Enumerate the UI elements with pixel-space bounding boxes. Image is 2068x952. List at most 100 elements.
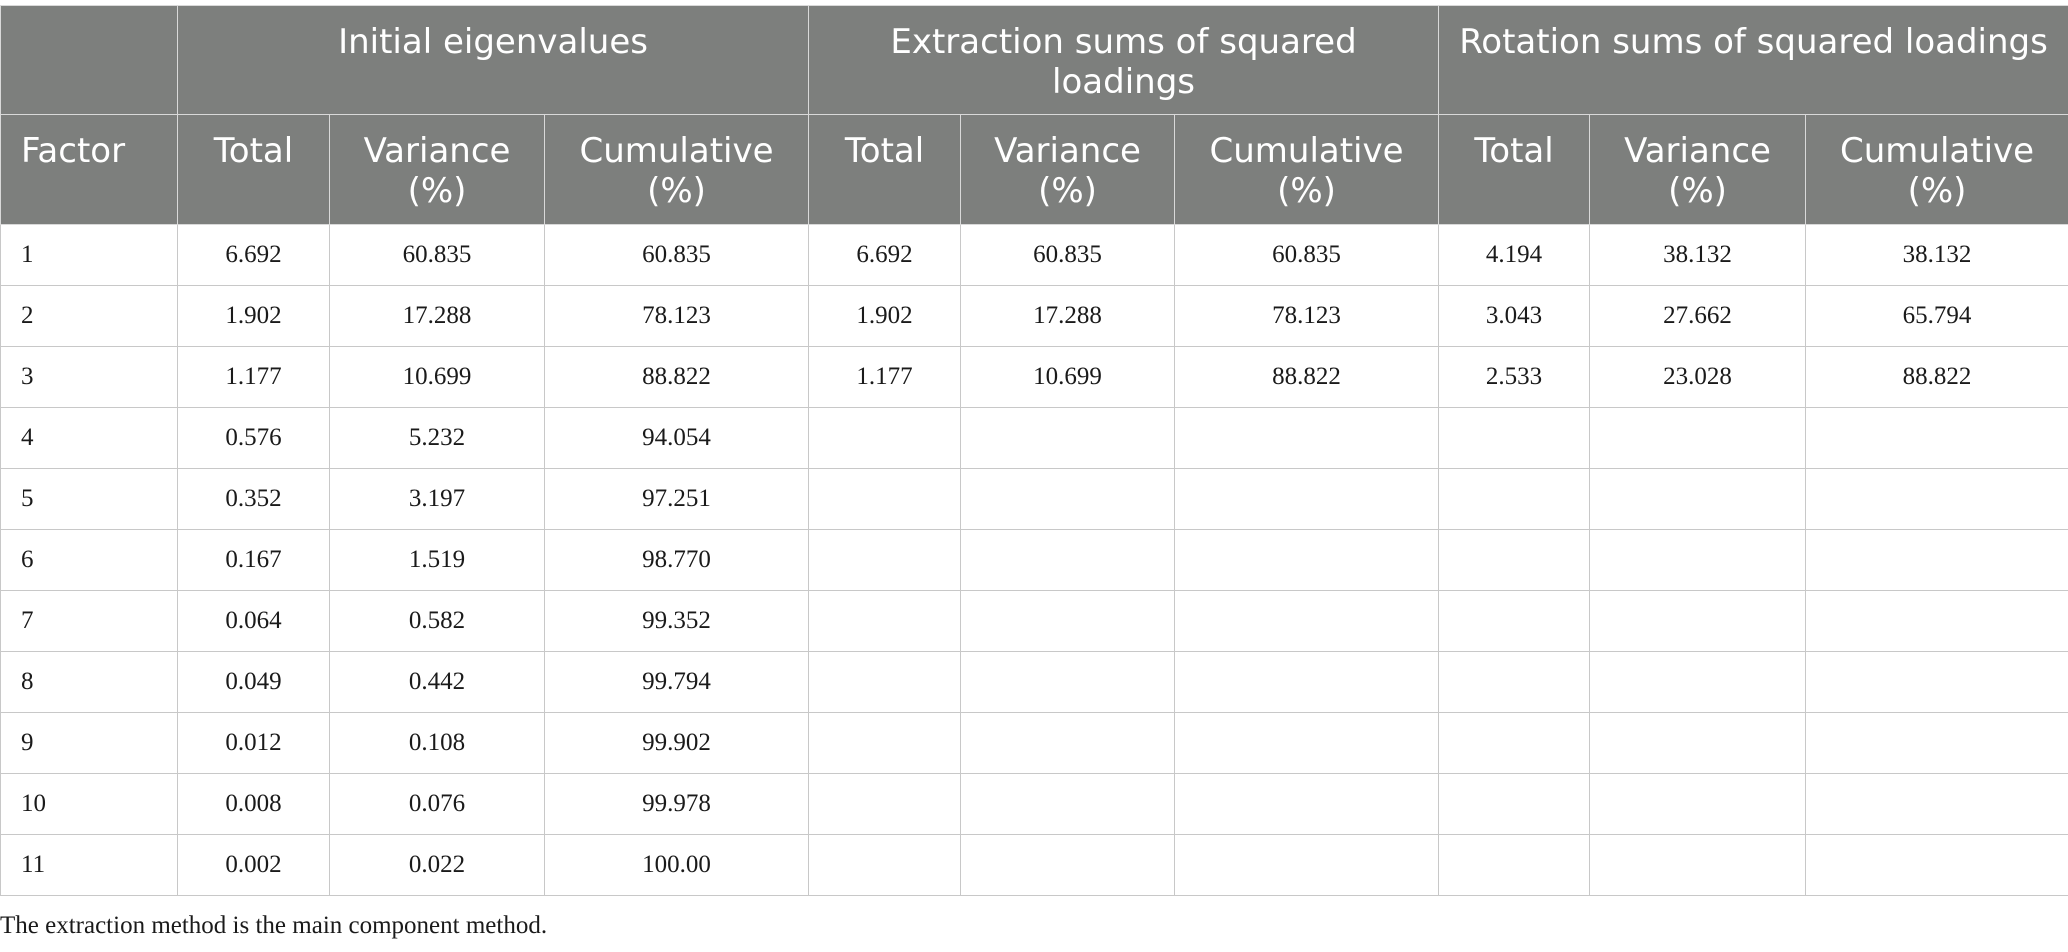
initial-total-cell: 0.167	[177, 529, 330, 591]
factor-cell: 11	[0, 834, 178, 896]
rotation-total-cell: 2.533	[1438, 346, 1591, 408]
factor-cell: 6	[0, 529, 178, 591]
column-header-extraction-total: Total	[808, 114, 962, 225]
extraction-variance-cell	[960, 529, 1176, 591]
table-body: 1 6.692 60.835 60.835 6.692 60.835 60.835 4.194…	[0, 224, 2068, 896]
group-header-blank	[0, 5, 178, 115]
rotation-cumulative-cell	[1805, 407, 2068, 469]
rotation-variance-cell	[1589, 468, 1807, 530]
extraction-variance-cell	[960, 773, 1176, 835]
extraction-cumulative-cell	[1174, 468, 1440, 530]
initial-cumulative-cell: 99.794	[543, 651, 810, 713]
rotation-cumulative-cell	[1805, 590, 2068, 652]
rotation-variance-cell	[1589, 834, 1807, 896]
extraction-cumulative-cell	[1174, 590, 1440, 652]
initial-cumulative-cell: 99.978	[543, 773, 810, 835]
initial-total-cell: 0.352	[177, 468, 330, 530]
rotation-variance-cell: 38.132	[1589, 224, 1807, 286]
extraction-total-cell	[808, 773, 962, 835]
factor-cell: 7	[0, 590, 178, 652]
rotation-cumulative-cell	[1805, 712, 2068, 774]
eigenvalues-table: Initial eigenvalues Extraction sums of s…	[0, 5, 2068, 896]
initial-total-cell: 0.012	[177, 712, 330, 774]
initial-cumulative-cell: 78.123	[543, 285, 810, 347]
rotation-cumulative-cell: 65.794	[1805, 285, 2068, 347]
rotation-variance-cell	[1589, 529, 1807, 591]
extraction-variance-cell	[960, 590, 1176, 652]
table-row: 3 1.177 10.699 88.822 1.177 10.699 88.822 2.533…	[0, 346, 2068, 408]
rotation-variance-cell	[1589, 773, 1807, 835]
group-header-initial-eigenvalues: Initial eigenvalues	[176, 5, 810, 115]
extraction-total-cell	[808, 651, 962, 713]
table-row: 11 0.002 0.022 100.00	[0, 834, 2068, 896]
initial-variance-cell: 0.582	[329, 590, 545, 652]
extraction-cumulative-cell	[1174, 529, 1440, 591]
column-header-row: Factor Total Variance (%) Cumulative (%)…	[0, 114, 2068, 225]
column-header-extraction-variance: Variance (%)	[960, 114, 1176, 225]
initial-cumulative-cell: 100.00	[543, 834, 810, 896]
initial-variance-cell: 60.835	[329, 224, 545, 286]
rotation-total-cell	[1438, 468, 1591, 530]
extraction-variance-cell	[960, 834, 1176, 896]
initial-total-cell: 6.692	[177, 224, 330, 286]
extraction-total-cell	[808, 468, 962, 530]
initial-cumulative-cell: 99.902	[543, 712, 810, 774]
initial-cumulative-cell: 98.770	[543, 529, 810, 591]
extraction-total-cell	[808, 590, 962, 652]
extraction-variance-cell	[960, 651, 1176, 713]
group-header-rotation-sums: Rotation sums of squared loadings	[1438, 5, 2068, 115]
column-header-extraction-cumulative: Cumulative (%)	[1174, 114, 1440, 225]
factor-cell: 10	[0, 773, 178, 835]
factor-cell: 9	[0, 712, 178, 774]
initial-variance-cell: 0.442	[329, 651, 545, 713]
table-row: 1 6.692 60.835 60.835 6.692 60.835 60.835 4.194…	[0, 224, 2068, 286]
column-header-initial-total: Total	[177, 114, 330, 225]
factor-cell: 5	[0, 468, 178, 530]
column-header-rotation-variance: Variance (%)	[1589, 114, 1807, 225]
extraction-total-cell	[808, 712, 962, 774]
table-row: 8 0.049 0.442 99.794	[0, 651, 2068, 713]
extraction-cumulative-cell: 78.123	[1174, 285, 1440, 347]
extraction-total-cell: 6.692	[808, 224, 962, 286]
table-row: 2 1.902 17.288 78.123 1.902 17.288 78.123 3.043…	[0, 285, 2068, 347]
initial-total-cell: 0.008	[177, 773, 330, 835]
extraction-total-cell	[808, 529, 962, 591]
extraction-cumulative-cell	[1174, 651, 1440, 713]
column-header-rotation-total: Total	[1438, 114, 1591, 225]
initial-variance-cell: 17.288	[329, 285, 545, 347]
extraction-total-cell: 1.902	[808, 285, 962, 347]
initial-variance-cell: 0.022	[329, 834, 545, 896]
column-header-factor: Factor	[0, 114, 178, 225]
extraction-cumulative-cell: 88.822	[1174, 346, 1440, 408]
extraction-total-cell	[808, 407, 962, 469]
initial-total-cell: 0.049	[177, 651, 330, 713]
initial-cumulative-cell: 97.251	[543, 468, 810, 530]
factor-cell: 2	[0, 285, 178, 347]
extraction-cumulative-cell	[1174, 834, 1440, 896]
rotation-total-cell: 3.043	[1438, 285, 1591, 347]
column-header-initial-cumulative: Cumulative (%)	[543, 114, 810, 225]
factor-cell: 8	[0, 651, 178, 713]
column-header-rotation-cumulative: Cumulative (%)	[1805, 114, 2068, 225]
group-header-extraction-sums: Extraction sums of squared loadings	[808, 5, 1440, 115]
rotation-cumulative-cell	[1805, 651, 2068, 713]
initial-variance-cell: 3.197	[329, 468, 545, 530]
initial-cumulative-cell: 99.352	[543, 590, 810, 652]
table-row: 7 0.064 0.582 99.352	[0, 590, 2068, 652]
rotation-total-cell	[1438, 773, 1591, 835]
table-row: 5 0.352 3.197 97.251	[0, 468, 2068, 530]
eigenvalues-table-container: Initial eigenvalues Extraction sums of s…	[0, 5, 2068, 896]
extraction-variance-cell: 60.835	[960, 224, 1176, 286]
rotation-cumulative-cell: 88.822	[1805, 346, 2068, 408]
extraction-cumulative-cell	[1174, 773, 1440, 835]
group-header-row: Initial eigenvalues Extraction sums of s…	[0, 5, 2068, 115]
rotation-total-cell	[1438, 712, 1591, 774]
rotation-total-cell	[1438, 834, 1591, 896]
initial-total-cell: 0.576	[177, 407, 330, 469]
rotation-variance-cell	[1589, 651, 1807, 713]
extraction-variance-cell	[960, 712, 1176, 774]
initial-total-cell: 0.064	[177, 590, 330, 652]
rotation-variance-cell	[1589, 407, 1807, 469]
extraction-total-cell	[808, 834, 962, 896]
rotation-total-cell	[1438, 407, 1591, 469]
